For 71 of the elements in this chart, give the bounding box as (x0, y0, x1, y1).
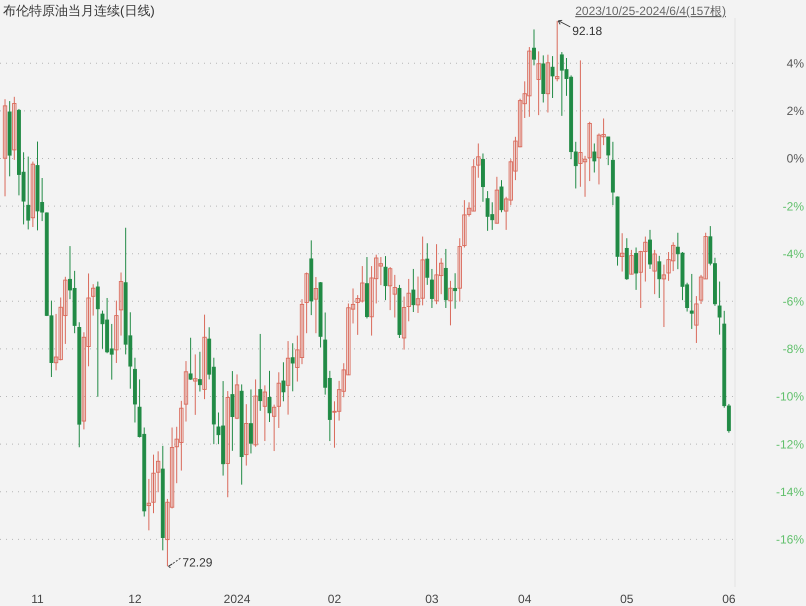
candlestick (694, 296, 699, 344)
y-tick-label: -8% (782, 342, 804, 356)
y-tick-label: -6% (782, 294, 804, 309)
candlestick (314, 276, 318, 334)
y-tick-label: -12% (776, 437, 804, 452)
x-tick-label: 02 (328, 592, 342, 606)
candlestick (406, 278, 411, 322)
candlestick (425, 242, 430, 286)
x-tick-label: 06 (722, 592, 736, 606)
candlestick (596, 132, 602, 185)
candlestick (541, 54, 546, 104)
candlestick (91, 284, 96, 316)
candlestick (555, 20, 560, 82)
candlestick (258, 333, 262, 412)
candlestick (304, 272, 309, 334)
candlestick (629, 249, 634, 276)
candlestick (118, 272, 124, 336)
candlestick (536, 50, 541, 116)
y-tick-label: -10% (776, 390, 804, 404)
candlestick (151, 454, 156, 514)
candlestick (2, 98, 8, 197)
candlestick (420, 236, 425, 306)
y-tick-label: 0% (786, 152, 804, 166)
y-tick-label: -16% (776, 532, 804, 547)
x-tick-label: 04 (518, 592, 532, 606)
candlestick (156, 450, 160, 493)
candlestick (146, 478, 152, 531)
candlestick (193, 354, 198, 416)
annotation: 92.18 (572, 24, 603, 38)
y-tick-label: 4% (786, 56, 804, 70)
candlestick (402, 296, 406, 350)
x-tick-label: 03 (425, 592, 439, 606)
candlestick (276, 372, 281, 428)
candlestick (578, 60, 583, 188)
candlestick (114, 300, 119, 364)
candlestick (253, 378, 258, 448)
candlestick (588, 121, 592, 182)
candlestick (494, 176, 500, 224)
chart-title: 布伦特原油当月连续(日线) (3, 3, 155, 18)
x-tick-label: 12 (128, 592, 142, 606)
candlestick (546, 54, 550, 114)
candlestick (286, 340, 290, 416)
x-tick-label: 11 (31, 592, 44, 606)
candlestick (662, 264, 666, 328)
candlestick (620, 232, 624, 272)
candlestick (272, 404, 276, 452)
candlestick (234, 374, 240, 420)
candlestick (226, 390, 230, 498)
candlestick (476, 142, 480, 178)
candlestick (309, 240, 314, 316)
candlestick (652, 249, 657, 295)
y-tick-label: -14% (776, 484, 804, 499)
candlestick (77, 322, 82, 448)
y-tick-label: -4% (782, 246, 804, 261)
candlestick (12, 96, 16, 160)
y-tick-label: 2% (786, 104, 804, 118)
candlestick (202, 314, 207, 400)
candlestick (388, 266, 392, 311)
candlestick (392, 274, 397, 318)
candlestick (262, 384, 268, 442)
candlestick (184, 360, 188, 422)
candlestick (30, 161, 36, 228)
candlestick (690, 273, 694, 330)
candlestick (606, 136, 610, 166)
x-tick-label: 2024 (224, 592, 251, 606)
candlestick (244, 404, 248, 466)
chart-subtitle: 2023/10/25-2024/6/4(157根) (575, 4, 726, 18)
y-tick-label: -2% (782, 199, 804, 214)
x-tick-label: 05 (620, 592, 634, 606)
annotation: 72.29 (182, 555, 213, 570)
candlestick (448, 280, 453, 326)
